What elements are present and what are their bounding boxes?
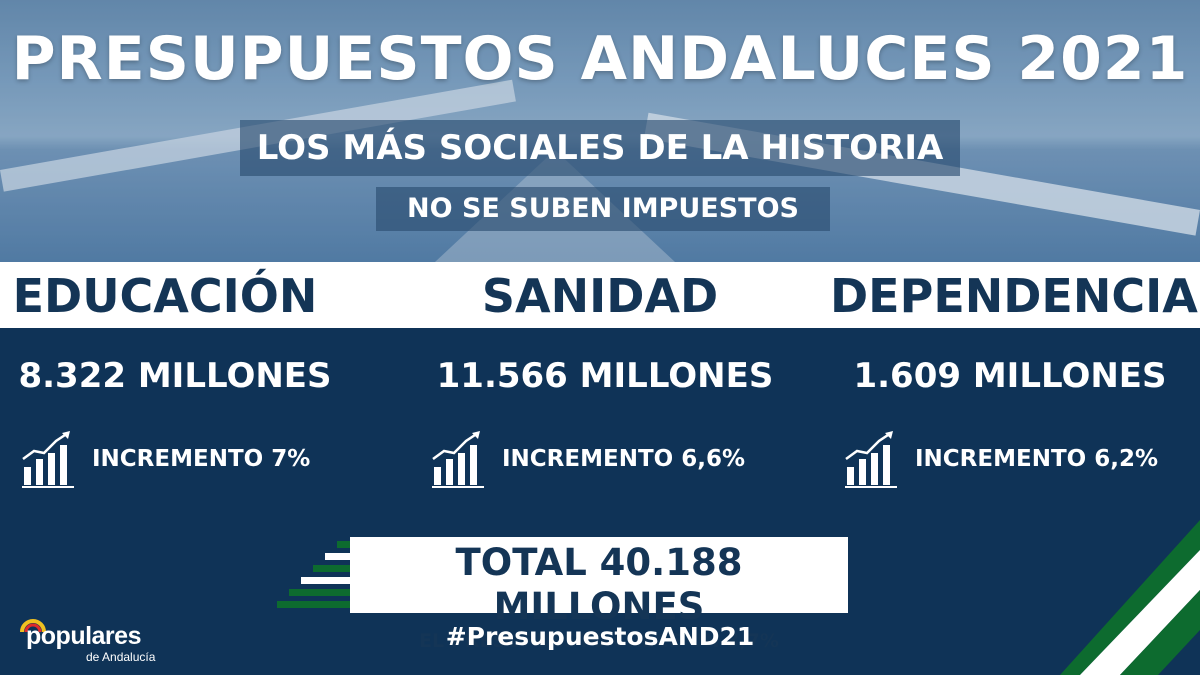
- main-title: PRESUPUESTOS ANDALUCES 2021: [11, 24, 1189, 94]
- category-title-educacion: EDUCACIÓN: [12, 269, 318, 323]
- growth-chart-icon: [845, 431, 897, 488]
- total-amount: TOTAL 40.188 MILLONES: [455, 541, 743, 628]
- amount-dependencia: 1.609 MILLONES: [853, 356, 1167, 396]
- increase-label-dependencia: INCREMENTO 6,2%: [915, 446, 1158, 472]
- increase-label-educacion: INCREMENTO 7%: [92, 446, 311, 472]
- pp-logo: populares de Andalucía: [18, 618, 168, 668]
- amount-sanidad: 11.566 MILLONES: [436, 356, 774, 396]
- logo-subtitle: de Andalucía: [86, 650, 156, 664]
- increase-dependencia: INCREMENTO 6,2%: [843, 426, 1158, 492]
- pp-logo-icon: [20, 619, 46, 633]
- total-box: TOTAL 40.188 MILLONES EL PRESUPUESTO CRE…: [350, 537, 848, 652]
- category-title-dependencia: DEPENDENCIA: [830, 269, 1198, 323]
- growth-chart-icon: [432, 431, 484, 488]
- tagline-banner: NO SE SUBEN IMPUESTOS: [376, 187, 830, 231]
- hashtag: #PresupuestosAND21: [445, 622, 755, 651]
- amount-educacion: 8.322 MILLONES: [18, 356, 332, 396]
- andalusia-flag-stripes: [1060, 520, 1200, 675]
- subtitle-banner: LOS MÁS SOCIALES DE LA HISTORIA: [240, 120, 960, 176]
- growth-chart-icon: [22, 431, 74, 488]
- total-growth: EL PRESUPUESTO CRECE UN 3,7%: [419, 630, 779, 652]
- increase-label-sanidad: INCREMENTO 6,6%: [502, 446, 745, 472]
- increase-sanidad: INCREMENTO 6,6%: [430, 426, 745, 492]
- increase-educacion: INCREMENTO 7%: [20, 426, 310, 492]
- category-title-sanidad: SANIDAD: [481, 269, 719, 323]
- logo-word: populares: [26, 622, 141, 650]
- category-band: [0, 262, 1200, 328]
